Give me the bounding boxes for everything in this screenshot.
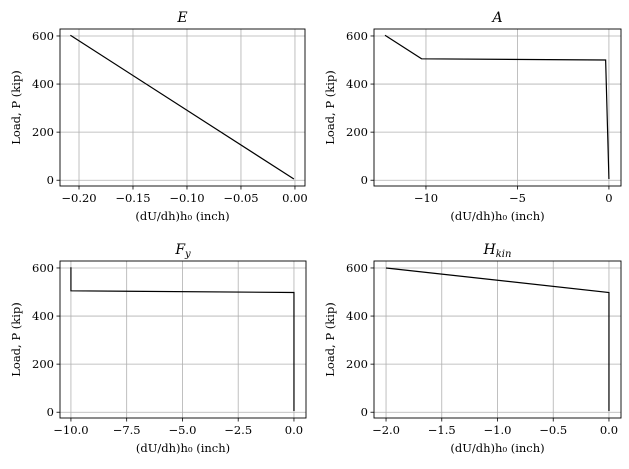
x-tick-label: −0.5 [539,423,567,437]
title-main: H [483,242,497,258]
y-axis-label: Load, P (kip) [9,302,23,376]
subplot-title: A [490,10,502,26]
y-tick-label: 400 [32,77,54,91]
axes-frame [373,260,622,419]
subplot-3: −10.0 −7.5 −5.0 −2.5 0.0 0 200 400 600 Fy (dU/dh)h… [9,242,307,455]
x-tick-label: −0.05 [223,191,258,205]
subplot-title: Fy [174,242,191,260]
axes-frame [59,260,307,419]
y-tick-label: 600 [32,261,54,275]
title-subscript: y [184,249,191,260]
series-line [70,34,295,180]
x-axis-label: (dU/dh)h₀ (inch) [135,209,229,223]
y-tick-label: 400 [346,77,368,91]
series-line [385,267,610,412]
x-tick-label: −0.10 [169,191,204,205]
y-tick-label: 0 [47,173,54,187]
subplot-2: −10 −5 0 0 200 400 600 A (dU/dh)h₀ (inch) Load, P… [323,10,622,223]
title-main: E [176,10,187,26]
x-tick-label: −5 [509,191,526,205]
x-tick-label: −5.0 [168,423,196,437]
y-tick-label: 200 [346,357,368,371]
x-tick-label: −7.5 [113,423,141,437]
y-tick-label: 0 [47,405,54,419]
x-tick-label: −2.5 [224,423,252,437]
axes-frame [59,28,306,187]
y-axis-label: Load, P (kip) [323,70,337,144]
y-tick-label: 0 [361,173,368,187]
subplot-1: −0.20 −0.15 −0.10 −0.05 0.00 0 200 400 600 E (dU/d… [9,10,308,223]
x-tick-label: 0 [605,191,612,205]
y-tick-label: 0 [361,405,368,419]
y-tick-label: 200 [32,357,54,371]
x-axis-label: (dU/dh)h₀ (inch) [450,209,544,223]
x-tick-label: −0.15 [115,191,150,205]
x-tick-label: 0.0 [285,423,303,437]
series-line [384,34,610,180]
x-tick-label: −10.0 [53,423,88,437]
x-tick-label: −10 [414,191,438,205]
subplot-title: Hkin [483,242,512,260]
y-tick-label: 600 [32,29,54,43]
subplot-title: E [176,10,187,26]
y-axis-label: Load, P (kip) [9,70,23,144]
x-tick-label: 0.0 [600,423,618,437]
x-tick-label: −1.5 [428,423,456,437]
y-tick-label: 400 [32,309,54,323]
y-tick-label: 600 [346,261,368,275]
x-tick-label: 0.00 [282,191,308,205]
x-tick-label: −0.20 [61,191,96,205]
title-main: A [490,10,502,26]
series-line [70,267,295,412]
y-axis-label: Load, P (kip) [323,302,337,376]
subplot-4: −2.0 −1.5 −1.0 −0.5 0.0 0 200 400 600 Hkin (dU/dh)… [323,242,622,455]
x-tick-label: −2.0 [372,423,400,437]
title-subscript: kin [496,249,512,260]
axes-frame [373,28,622,187]
x-axis-label: (dU/dh)h₀ (inch) [450,441,544,455]
x-axis-label: (dU/dh)h₀ (inch) [136,441,230,455]
y-tick-label: 200 [32,125,54,139]
x-tick-label: −1.0 [484,423,512,437]
y-tick-label: 200 [346,125,368,139]
y-tick-label: 400 [346,309,368,323]
y-tick-label: 600 [346,29,368,43]
title-main: F [174,242,186,258]
